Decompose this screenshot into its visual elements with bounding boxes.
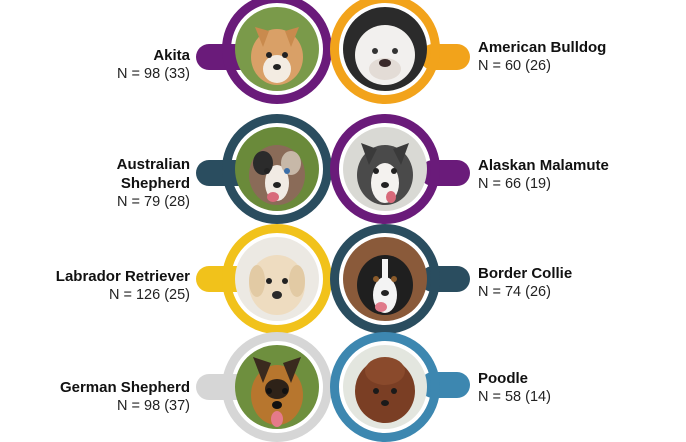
german-shepherd-name: German Shepherd xyxy=(60,378,190,397)
poodle-dog-icon xyxy=(343,345,427,429)
australian-shepherd-dog-icon xyxy=(235,127,319,211)
alaskan-malamute-label: Alaskan Malamute N = 66 (19) xyxy=(478,156,609,194)
breed-poodle: Poodle N = 58 (14) xyxy=(0,0,686,110)
german-shepherd-label: German Shepherd N = 98 (37) xyxy=(60,378,190,416)
border-collie-label: Border Collie N = 74 (26) xyxy=(478,264,572,302)
german-shepherd-dog-icon xyxy=(235,345,319,429)
labrador-retriever-name: Labrador Retriever xyxy=(56,267,190,286)
labrador-retriever-dog-icon xyxy=(235,237,319,321)
australian-shepherd-label: Australian Shepherd N = 79 (28) xyxy=(117,155,190,212)
border-collie-count: N = 74 (26) xyxy=(478,283,572,302)
alaskan-malamute-name: Alaskan Malamute xyxy=(478,156,609,175)
border-collie-name: Border Collie xyxy=(478,264,572,283)
labrador-retriever-label: Labrador Retriever N = 126 (25) xyxy=(56,267,190,305)
german-shepherd-count: N = 98 (37) xyxy=(60,397,190,416)
alaskan-malamute-dog-icon xyxy=(343,127,427,211)
australian-shepherd-name-line-1: Australian xyxy=(117,155,190,174)
australian-shepherd-name-line-2: Shepherd xyxy=(117,174,190,193)
labrador-retriever-count: N = 126 (25) xyxy=(56,286,190,305)
poodle-count: N = 58 (14) xyxy=(478,388,551,407)
border-collie-dog-icon xyxy=(343,237,427,321)
poodle-label: Poodle N = 58 (14) xyxy=(478,369,551,407)
alaskan-malamute-count: N = 66 (19) xyxy=(478,175,609,194)
australian-shepherd-count: N = 79 (28) xyxy=(117,193,190,212)
poodle-name: Poodle xyxy=(478,369,551,388)
